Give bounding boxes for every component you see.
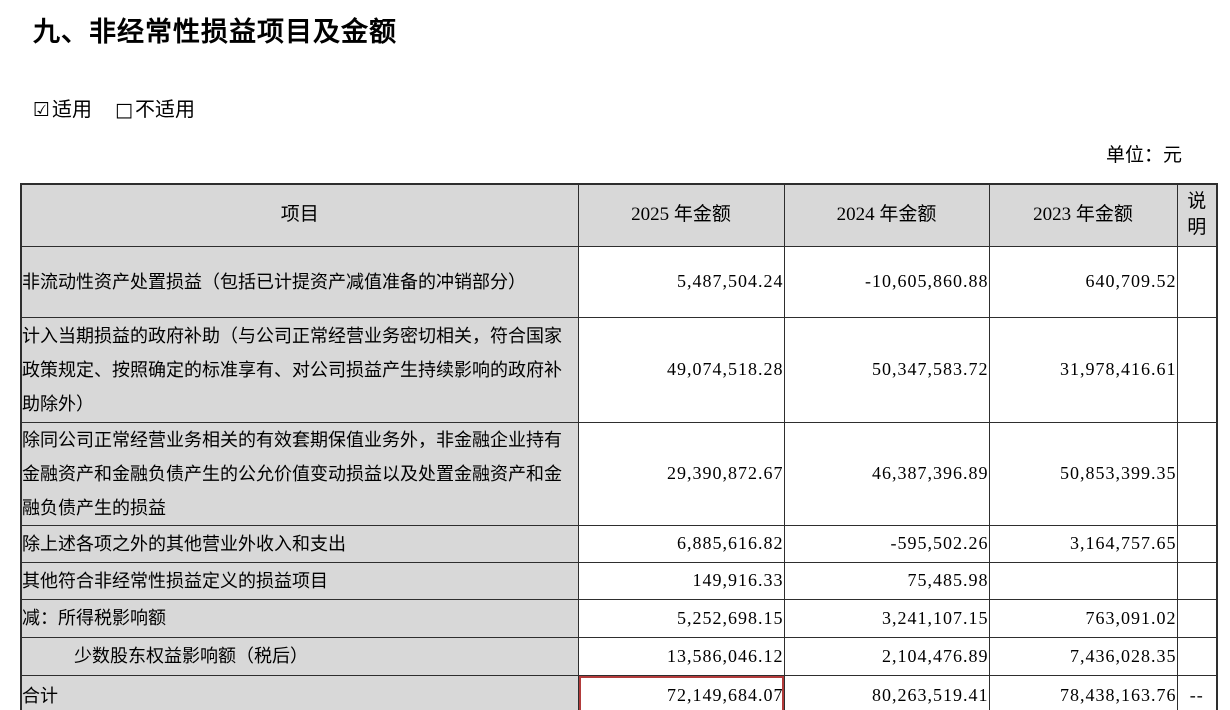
not-applicable-option: □ 不适用 [115,99,195,121]
col-header-2024: 2024 年金额 [783,183,990,247]
col-header-2025: 2025 年金额 [577,183,785,247]
amount-2025-cell: 13,586,046.12 [577,636,785,676]
amount-2024-cell: 50,347,583.72 [783,316,990,423]
total-row: 合计 72,149,684.07 80,263,519.41 78,438,16… [20,674,1218,710]
amount-2024-cell: 2,104,476.89 [783,636,990,676]
amount-2024-cell: 75,485.98 [783,561,990,600]
amount-2023-cell: 31,978,416.61 [988,316,1178,423]
col-header-note: 说明 [1176,183,1218,247]
unchecked-checkbox-icon: □ [115,99,133,121]
total-2024-cell: 80,263,519.41 [783,674,990,710]
section-title: 九、非经常性损益项目及金额 [33,17,397,47]
item-cell: 除上述各项之外的其他营业外收入和支出 [20,524,579,563]
col-header-2023: 2023 年金额 [988,183,1178,247]
non-recurring-items-table: 项目 2025 年金额 2024 年金额 2023 年金额 说明 非流动性资产处… [20,183,1218,710]
amount-2025-cell: 49,074,518.28 [577,316,785,423]
total-note-cell: -- [1176,674,1218,710]
table-row: 其他符合非经常性损益定义的损益项目 149,916.33 75,485.98 [20,561,1218,600]
amount-2023-cell: 3,164,757.65 [988,524,1178,563]
amount-2025-cell: 29,390,872.67 [577,421,785,526]
table-header-row: 项目 2025 年金额 2024 年金额 2023 年金额 说明 [20,183,1218,247]
table-row: 除同公司正常经营业务相关的有效套期保值业务外，非金融企业持有金融资产和金融负债产… [20,421,1218,526]
total-2025-highlighted-cell: 72,149,684.07 [577,674,785,710]
amount-2025-cell: 5,252,698.15 [577,598,785,638]
table-row: 减：所得税影响额 5,252,698.15 3,241,107.15 763,0… [20,598,1218,638]
amount-2023-cell: 640,709.52 [988,245,1178,318]
total-2023-cell: 78,438,163.76 [988,674,1178,710]
note-cell [1176,561,1218,600]
applicable-option: ☑ 适用 [33,99,92,121]
item-cell: 少数股东权益影响额（税后） [20,636,579,676]
amount-2025-cell: 6,885,616.82 [577,524,785,563]
amount-2024-cell: -595,502.26 [783,524,990,563]
amount-2023-cell: 7,436,028.35 [988,636,1178,676]
amount-2024-cell: 46,387,396.89 [783,421,990,526]
unit-label: 单位：元 [1105,145,1182,166]
table-row: 计入当期损益的政府补助（与公司正常经营业务密切相关，符合国家政策规定、按照确定的… [20,316,1218,423]
total-label-cell: 合计 [20,674,579,710]
item-cell: 其他符合非经常性损益定义的损益项目 [20,561,579,600]
item-cell: 减：所得税影响额 [20,598,579,638]
checked-checkbox-icon: ☑ [33,99,51,121]
amount-2024-cell: -10,605,860.88 [783,245,990,318]
note-cell [1176,598,1218,638]
item-cell: 非流动性资产处置损益（包括已计提资产减值准备的冲销部分） [20,245,579,318]
note-cell [1176,421,1218,526]
col-header-item: 项目 [20,183,579,247]
applicability-row: ☑ 适用 □ 不适用 [33,93,1230,122]
amount-2023-cell: 763,091.02 [988,598,1178,638]
item-cell: 除同公司正常经营业务相关的有效套期保值业务外，非金融企业持有金融资产和金融负债产… [20,421,579,526]
amount-2025-cell: 5,487,504.24 [577,245,785,318]
note-cell [1176,316,1218,423]
not-applicable-label: 不适用 [135,99,195,121]
note-cell [1176,245,1218,318]
amount-2024-cell: 3,241,107.15 [783,598,990,638]
amount-2023-cell [988,561,1178,600]
amount-2023-cell: 50,853,399.35 [988,421,1178,526]
amount-2025-cell: 149,916.33 [577,561,785,600]
note-cell [1176,636,1218,676]
table-row: 少数股东权益影响额（税后） 13,586,046.12 2,104,476.89… [20,636,1218,676]
table-row: 除上述各项之外的其他营业外收入和支出 6,885,616.82 -595,502… [20,524,1218,563]
applicable-label: 适用 [52,99,93,121]
note-cell [1176,524,1218,563]
item-cell: 计入当期损益的政府补助（与公司正常经营业务密切相关，符合国家政策规定、按照确定的… [20,316,579,423]
table-row: 非流动性资产处置损益（包括已计提资产减值准备的冲销部分） 5,487,504.2… [20,245,1218,318]
